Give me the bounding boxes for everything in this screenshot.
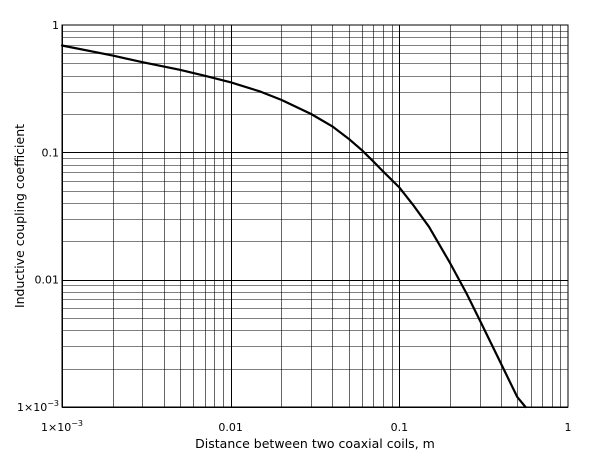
- x-axis-label: Distance between two coaxial coils, m: [195, 436, 435, 451]
- y-tick-label: 1×10−3: [17, 399, 59, 414]
- x-tick-label: 1×10−3: [41, 419, 83, 434]
- tick-labels: 1×10−3 0.01 0.1 1 1×10−3 0.01 0.1 1: [17, 19, 572, 434]
- y-tick-label: 0.01: [35, 274, 60, 287]
- grid: [62, 25, 568, 408]
- coupling-curve: [60, 44, 527, 409]
- y-tick-label: 1: [52, 19, 59, 32]
- plot-frame: [61, 24, 569, 408]
- x-tick-label: 0.01: [218, 421, 243, 434]
- y-tick-label: 0.1: [42, 146, 60, 159]
- x-tick-label: 0.1: [391, 421, 409, 434]
- y-axis-label: Inductive coupling coefficient: [12, 124, 27, 308]
- x-tick-label: 1: [565, 421, 572, 434]
